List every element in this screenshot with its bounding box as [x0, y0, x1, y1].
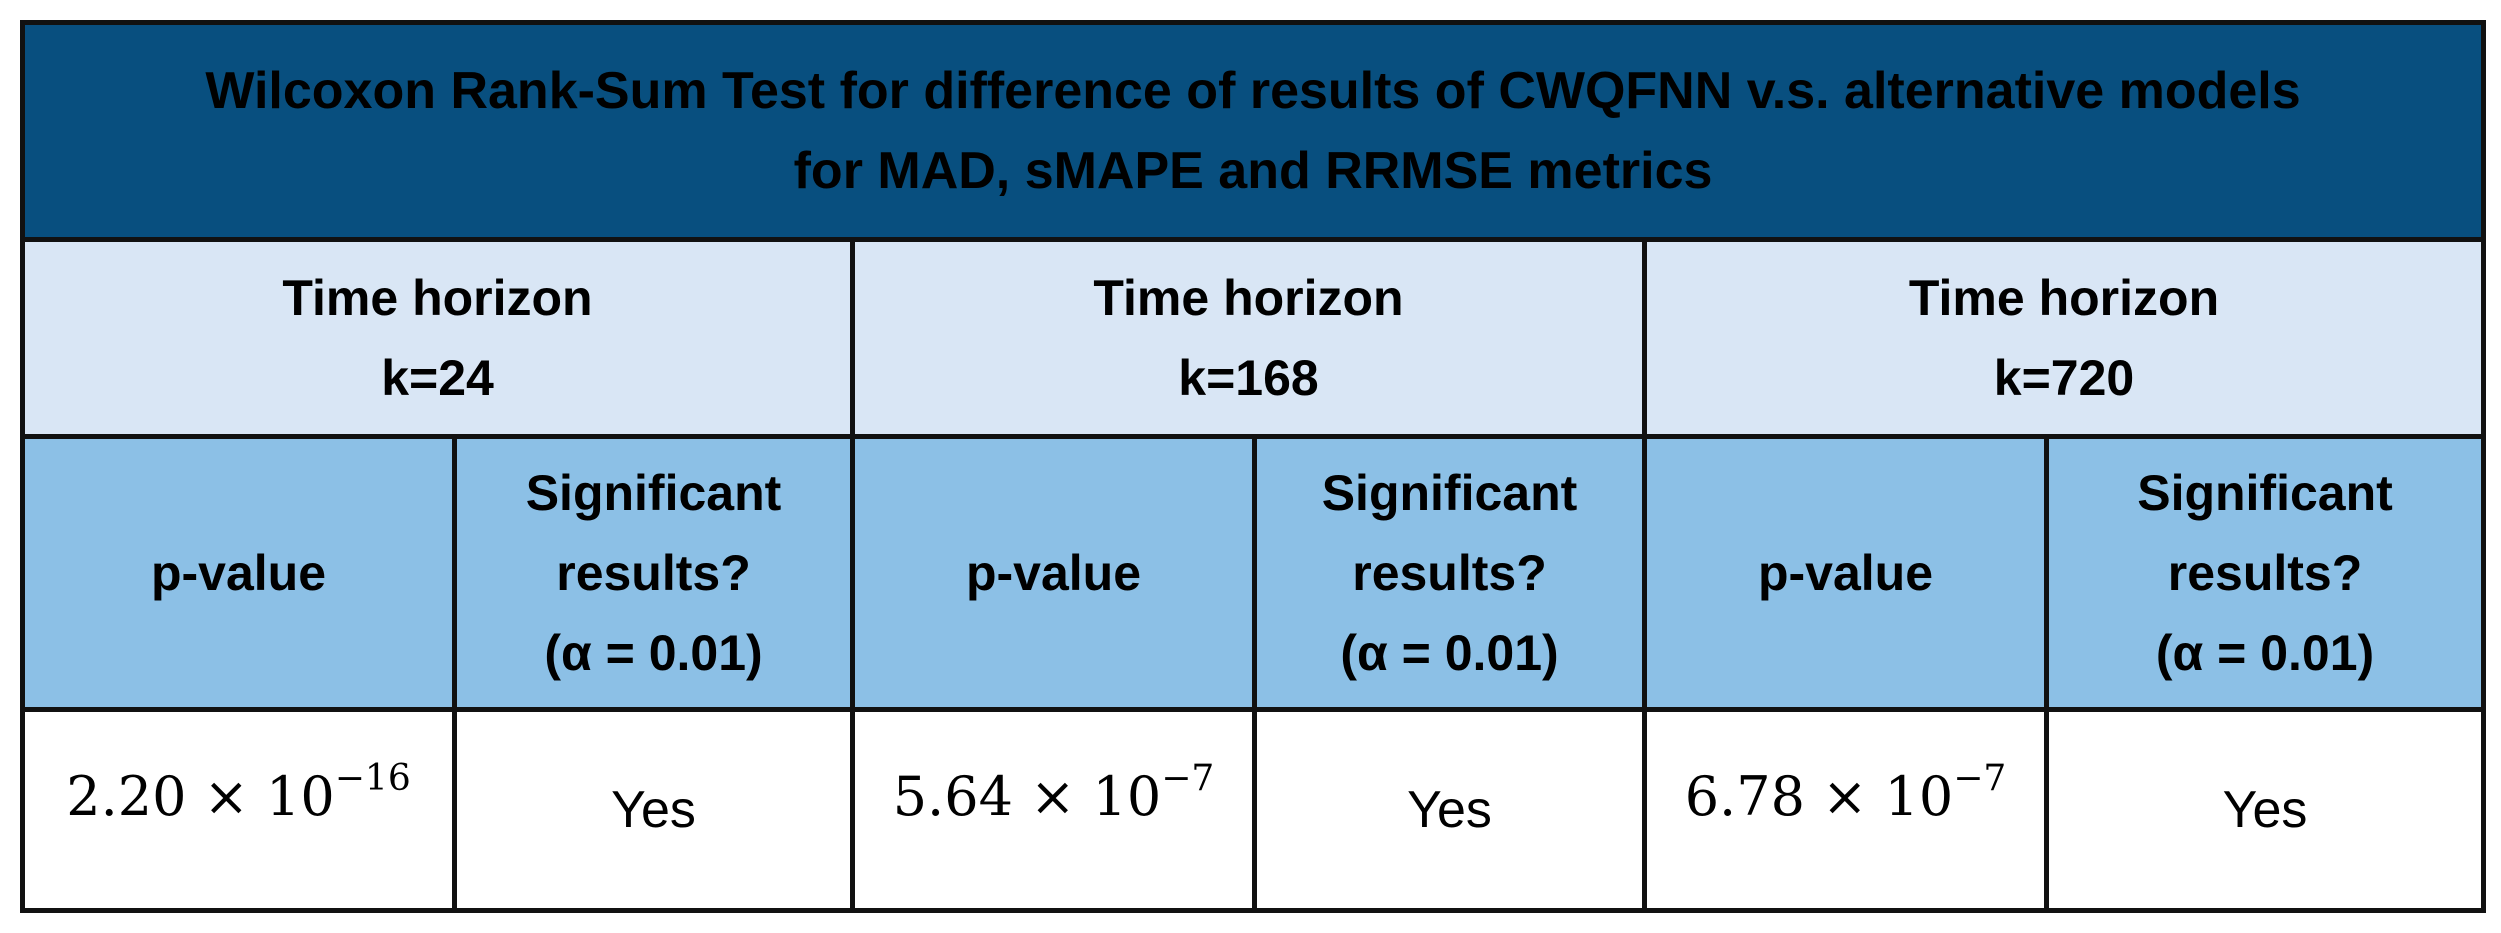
significance-header-line-1: Significant — [525, 465, 782, 521]
horizon-label: Time horizon — [282, 270, 593, 326]
table-title-row: Wilcoxon Rank-Sum Test for difference of… — [19, 20, 2487, 242]
significance-header-k24: Significant results? (α = 0.01) — [452, 434, 855, 712]
significance-header-line-2: results? — [556, 545, 751, 601]
results-value-row: 2.20 × 10−16 Yes 5.64 × 10−7 Yes 6.78 × … — [20, 707, 2487, 913]
pvalue-header-k24: p-value — [20, 434, 457, 712]
pvalue-exponent: −7 — [1161, 757, 1215, 799]
significant-cell-k168: Yes — [1252, 707, 1647, 913]
pvalue-exponent: −16 — [334, 757, 411, 799]
significance-header-k168: Significant results? (α = 0.01) — [1252, 434, 1647, 712]
pvalue-mantissa: 5.64 × 10 — [892, 764, 1162, 828]
significance-header-line-1: Significant — [2137, 465, 2393, 521]
horizon-label: Time horizon — [1908, 270, 2220, 326]
horizon-k-value: k=720 — [1993, 350, 2135, 406]
pvalue-cell-k24: 2.20 × 10−16 — [20, 707, 457, 913]
significant-value: Yes — [2222, 781, 2308, 839]
significance-header-line-1: Significant — [1321, 465, 1578, 521]
pvalue-k720: 6.78 × 10−7 — [1684, 760, 2007, 828]
results-table-wrapper: Wilcoxon Rank-Sum Test for difference of… — [19, 20, 2487, 913]
wilcoxon-results-table: Wilcoxon Rank-Sum Test for difference of… — [19, 20, 2487, 913]
significant-value: Yes — [1407, 781, 1492, 839]
table-title-line-1: Wilcoxon Rank-Sum Test for difference of… — [205, 62, 2301, 120]
time-horizon-row: Time horizon k=24 Time horizon k=168 Tim… — [20, 237, 2487, 439]
significance-header-k720: Significant results? (α = 0.01) — [2043, 434, 2487, 712]
pvalue-mantissa: 2.20 × 10 — [66, 764, 335, 828]
significant-cell-k720: Yes — [2043, 707, 2487, 913]
pvalue-cell-k720: 6.78 × 10−7 — [1642, 707, 2049, 913]
horizon-cell-k168: Time horizon k=168 — [850, 237, 1647, 439]
pvalue-header-k720: p-value — [1642, 434, 2049, 712]
pvalue-exponent: −7 — [1953, 757, 2007, 799]
significance-header-alpha: (α = 0.01) — [544, 625, 763, 681]
horizon-cell-k24: Time horizon k=24 — [20, 237, 855, 439]
pvalue-cell-k168: 5.64 × 10−7 — [850, 707, 1257, 913]
horizon-k-value: k=168 — [1178, 350, 1319, 406]
significance-header-line-2: results? — [2167, 545, 2363, 601]
column-header-row: p-value Significant results? (α = 0.01) … — [20, 434, 2487, 712]
table-title-cell: Wilcoxon Rank-Sum Test for difference of… — [19, 20, 2487, 242]
significant-value: Yes — [611, 781, 696, 839]
significance-header-line-2: results? — [1352, 545, 1547, 601]
pvalue-header-k168: p-value — [850, 434, 1257, 712]
table-title-line-2: for MAD, sMAPE and RRMSE metrics — [793, 142, 1713, 200]
significant-cell-k24: Yes — [452, 707, 855, 913]
pvalue-k168: 5.64 × 10−7 — [892, 760, 1215, 828]
pvalue-mantissa: 6.78 × 10 — [1684, 764, 1954, 828]
horizon-cell-k720: Time horizon k=720 — [1641, 237, 2487, 439]
horizon-k-value: k=24 — [381, 350, 494, 406]
significance-header-alpha: (α = 0.01) — [1340, 625, 1559, 681]
pvalue-k24: 2.20 × 10−16 — [66, 760, 411, 828]
horizon-label: Time horizon — [1093, 270, 1404, 326]
significance-header-alpha: (α = 0.01) — [2155, 625, 2375, 681]
